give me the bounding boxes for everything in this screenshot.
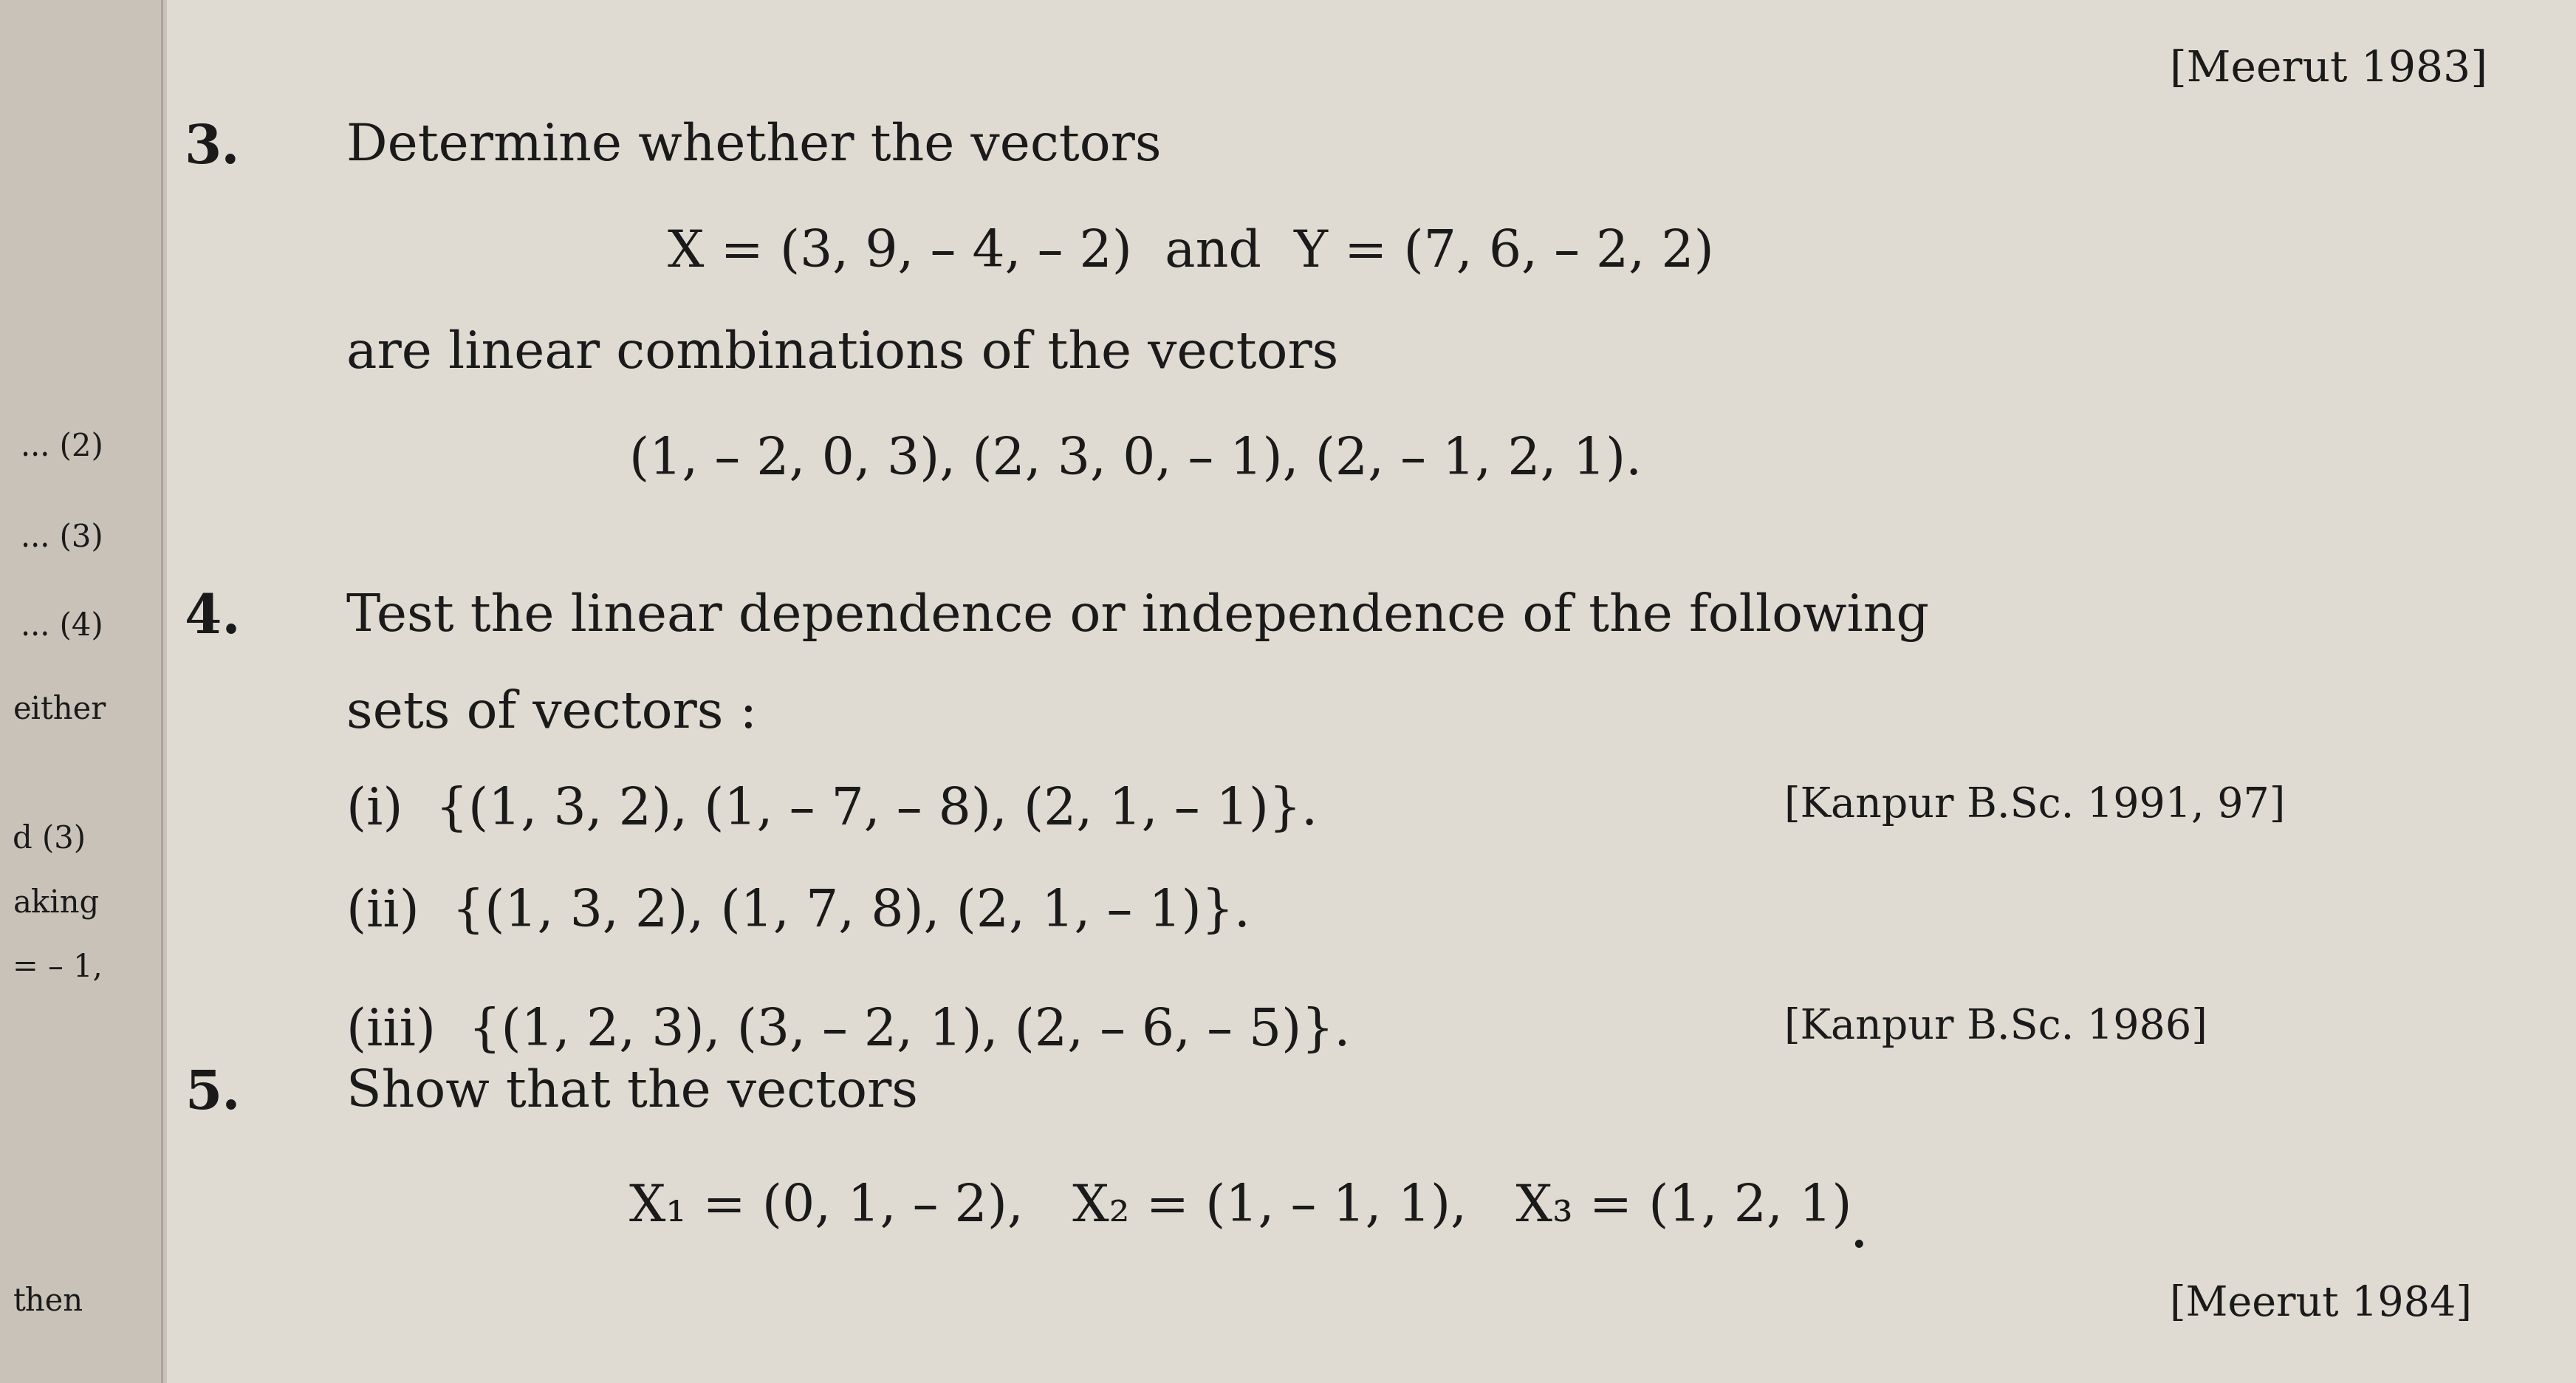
Text: .: . <box>1850 1200 1868 1260</box>
Text: X = (3, 9, – 4, – 2)  and  Y = (7, 6, – 2, 2): X = (3, 9, – 4, – 2) and Y = (7, 6, – 2,… <box>667 228 1713 277</box>
FancyBboxPatch shape <box>0 0 167 1383</box>
Text: 5.: 5. <box>185 1068 240 1120</box>
Text: (ii)  {(1, 3, 2), (1, 7, 8), (2, 1, – 1)}.: (ii) {(1, 3, 2), (1, 7, 8), (2, 1, – 1)}… <box>348 888 1249 936</box>
Text: d (3): d (3) <box>13 823 85 853</box>
Text: (i)  {(1, 3, 2), (1, – 7, – 8), (2, 1, – 1)}.: (i) {(1, 3, 2), (1, – 7, – 8), (2, 1, – … <box>348 786 1319 834</box>
Text: Show that the vectors: Show that the vectors <box>348 1068 917 1116</box>
Text: are linear combinations of the vectors: are linear combinations of the vectors <box>348 329 1340 378</box>
Text: = – 1,: = – 1, <box>13 952 103 982</box>
Text: [Meerut 1983]: [Meerut 1983] <box>2169 48 2488 90</box>
Text: sets of vectors :: sets of vectors : <box>348 689 757 737</box>
Text: (1, – 2, 0, 3), (2, 3, 0, – 1), (2, – 1, 2, 1).: (1, – 2, 0, 3), (2, 3, 0, – 1), (2, – 1,… <box>629 436 1641 484</box>
Text: ... (3): ... (3) <box>21 523 103 553</box>
Text: ... (4): ... (4) <box>21 611 103 642</box>
Text: aking: aking <box>13 888 100 920</box>
Text: (iii)  {(1, 2, 3), (3, – 2, 1), (2, – 6, – 5)}.: (iii) {(1, 2, 3), (3, – 2, 1), (2, – 6, … <box>348 1007 1350 1055</box>
Text: either: either <box>13 694 106 725</box>
Text: [Kanpur B.Sc. 1986]: [Kanpur B.Sc. 1986] <box>1785 1007 2208 1047</box>
Text: [Meerut 1984]: [Meerut 1984] <box>2169 1285 2473 1325</box>
Text: [Kanpur B.Sc. 1991, 97]: [Kanpur B.Sc. 1991, 97] <box>1785 786 2285 826</box>
Text: 3.: 3. <box>185 122 240 174</box>
Text: then: then <box>13 1286 82 1317</box>
Text: Test the linear dependence or independence of the following: Test the linear dependence or independen… <box>348 592 1929 642</box>
Text: Determine whether the vectors: Determine whether the vectors <box>348 122 1162 170</box>
Text: ... (2): ... (2) <box>21 431 103 462</box>
Text: X₁ = (0, 1, – 2),   X₂ = (1, – 1, 1),   X₃ = (1, 2, 1): X₁ = (0, 1, – 2), X₂ = (1, – 1, 1), X₃ =… <box>629 1182 1852 1231</box>
Text: 4.: 4. <box>185 592 240 644</box>
